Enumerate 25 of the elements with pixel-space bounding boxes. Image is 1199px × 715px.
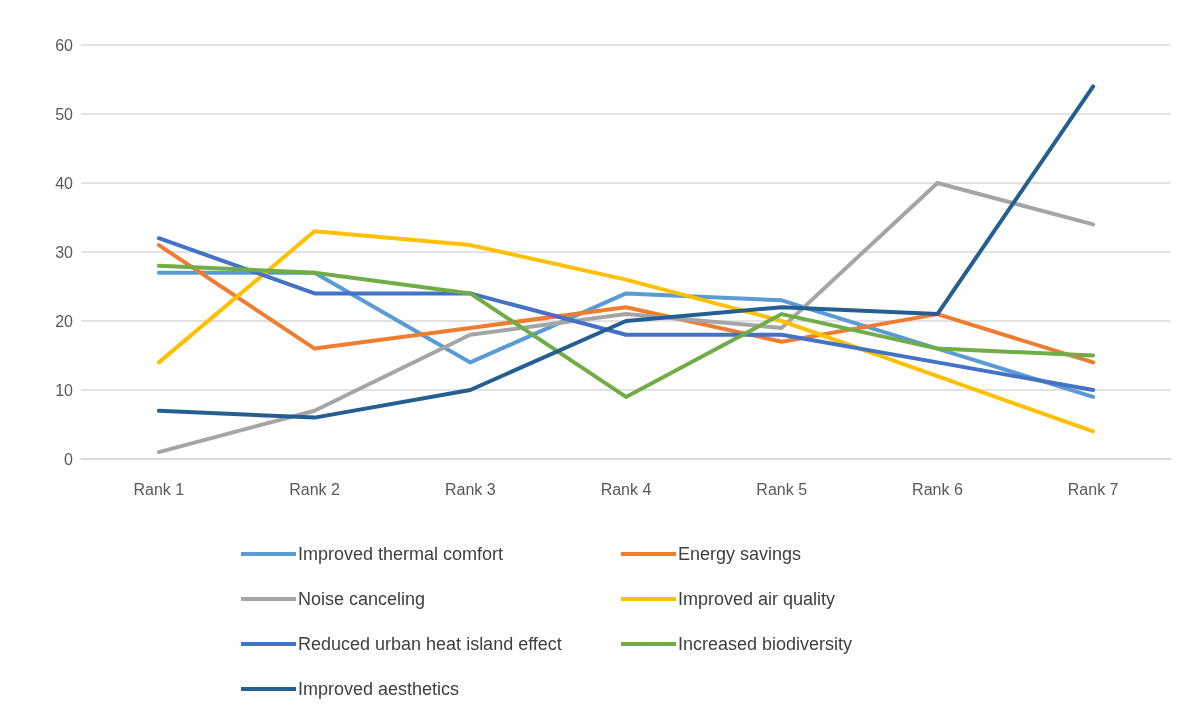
y-tick-label: 50 — [55, 105, 74, 123]
x-tick-label: Rank 7 — [1067, 480, 1119, 498]
line-series — [156, 229, 1096, 434]
y-tick-label: 40 — [55, 174, 74, 192]
legend-label: Reduced urban heat island effect — [298, 634, 562, 654]
legend-label: Increased biodiversity — [678, 634, 853, 654]
x-tick-label: Rank 3 — [444, 480, 496, 498]
x-tick-label: Rank 1 — [133, 480, 185, 498]
line-series — [156, 84, 1096, 420]
legend-label: Improved thermal comfort — [298, 544, 504, 564]
y-tick-label: 0 — [64, 450, 74, 468]
line-series — [156, 181, 1096, 455]
legend-label: Improved air quality — [678, 589, 836, 609]
legend-label: Improved aesthetics — [298, 679, 460, 699]
y-tick-label: 60 — [55, 36, 74, 54]
y-tick-label: 30 — [55, 243, 74, 261]
line-series — [156, 236, 1096, 392]
y-tick-label: 20 — [55, 312, 74, 330]
x-tick-label: Rank 2 — [289, 480, 341, 498]
x-tick-label: Rank 4 — [600, 480, 652, 498]
legend-label: Energy savings — [678, 544, 802, 564]
y-tick-label: 10 — [55, 381, 74, 399]
legend-label: Noise canceling — [298, 589, 426, 609]
x-tick-label: Rank 5 — [756, 480, 808, 498]
x-tick-label: Rank 6 — [912, 480, 963, 498]
